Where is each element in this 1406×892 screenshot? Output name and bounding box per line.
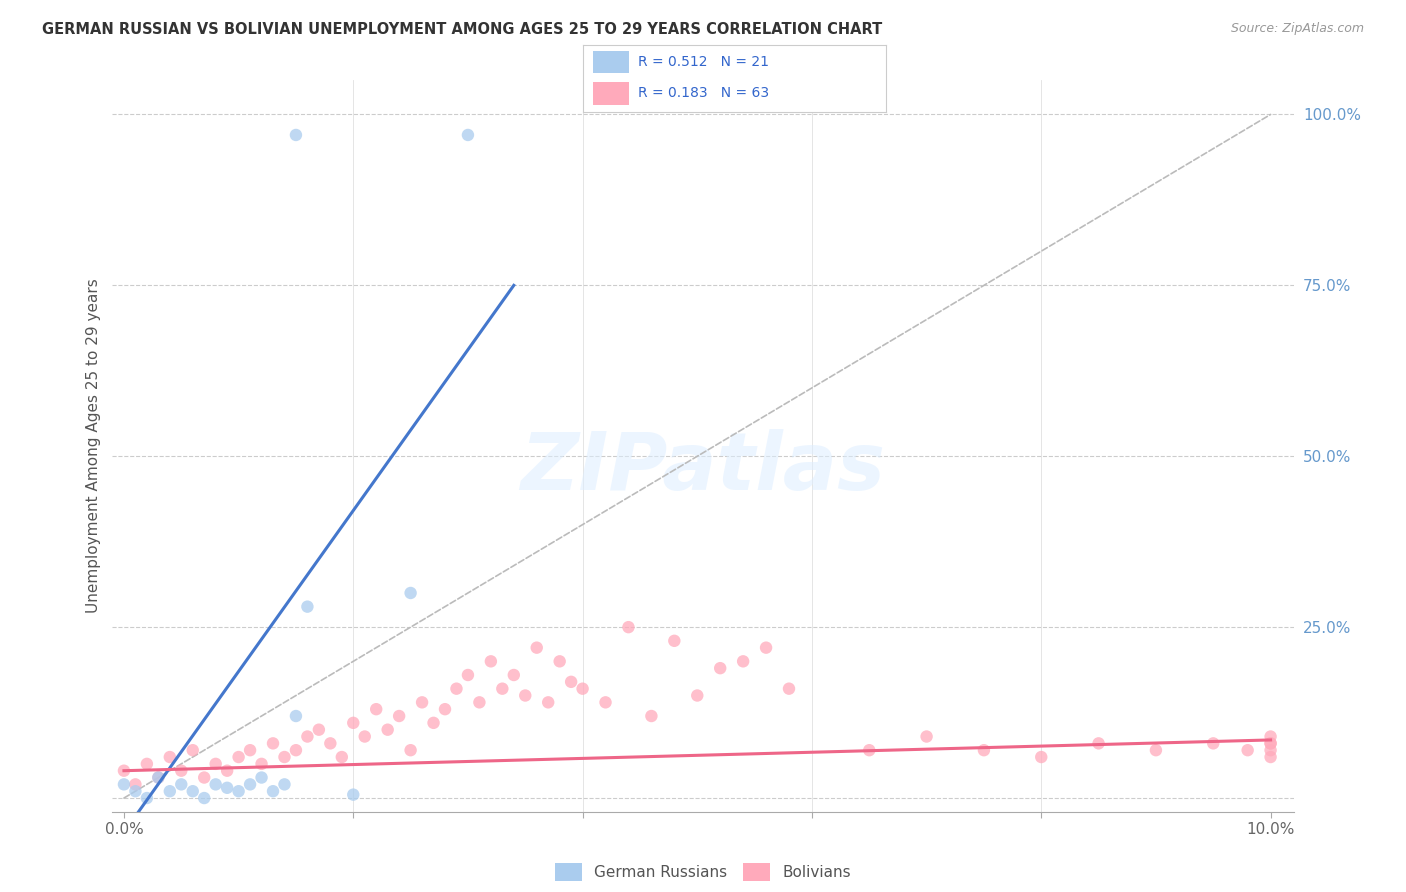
Point [502,668,524,682]
Point [858,743,880,757]
Point [399,586,422,600]
Legend: German Russians, Bolivians: German Russians, Bolivians [555,863,851,881]
Point [1236,743,1258,757]
Point [491,681,513,696]
Point [204,777,226,791]
Point [239,777,262,791]
Point [388,709,411,723]
Y-axis label: Unemployment Among Ages 25 to 29 years: Unemployment Among Ages 25 to 29 years [86,278,101,614]
Point [297,730,319,744]
Point [1202,736,1225,750]
Point [755,640,778,655]
Point [330,750,353,764]
Point [228,750,250,764]
Point [297,599,319,614]
Point [112,764,135,778]
Point [159,784,181,798]
Point [1144,743,1167,757]
Point [204,756,226,771]
Point [457,128,479,142]
Point [342,788,364,802]
Point [112,777,135,791]
Point [548,654,571,668]
Text: Source: ZipAtlas.com: Source: ZipAtlas.com [1230,22,1364,36]
Point [135,756,157,771]
Point [193,791,215,805]
Point [664,633,686,648]
Point [778,681,800,696]
Point [515,689,537,703]
Point [1260,730,1282,744]
Point [733,654,755,668]
Point [560,674,582,689]
Point [148,771,170,785]
Point [479,654,502,668]
Point [366,702,388,716]
Point [571,681,593,696]
Point [1260,743,1282,757]
Point [217,780,239,795]
Point [250,756,273,771]
Point [319,736,342,750]
Point [1260,736,1282,750]
Point [1260,736,1282,750]
Text: R = 0.183   N = 63: R = 0.183 N = 63 [638,87,769,101]
Point [411,695,433,709]
Text: ZIPatlas: ZIPatlas [520,429,886,507]
Bar [592,51,628,73]
Point [181,743,204,757]
Point [353,730,375,744]
Point [422,715,444,730]
Point [526,640,548,655]
Point [239,743,262,757]
Point [262,784,284,798]
Text: GERMAN RUSSIAN VS BOLIVIAN UNEMPLOYMENT AMONG AGES 25 TO 29 YEARS CORRELATION CH: GERMAN RUSSIAN VS BOLIVIAN UNEMPLOYMENT … [42,22,883,37]
Bar [592,82,628,104]
Point [193,771,215,785]
Point [537,695,560,709]
Point [148,771,170,785]
Point [159,750,181,764]
Point [273,777,295,791]
Point [273,750,295,764]
Text: R = 0.512   N = 21: R = 0.512 N = 21 [638,55,769,69]
Point [284,128,307,142]
Point [284,709,307,723]
Point [973,743,995,757]
Point [915,730,938,744]
Point [181,784,204,798]
Point [228,784,250,798]
Point [135,791,157,805]
Point [709,661,731,675]
Point [1260,750,1282,764]
Point [262,736,284,750]
Point [468,695,491,709]
Point [308,723,330,737]
Point [217,764,239,778]
Point [686,689,709,703]
Point [434,702,457,716]
Point [377,723,399,737]
Point [124,777,146,791]
Point [1031,750,1053,764]
Point [1087,736,1109,750]
Point [170,777,193,791]
Point [617,620,640,634]
Point [170,764,193,778]
Point [457,668,479,682]
Point [446,681,468,696]
Point [342,715,364,730]
Point [250,771,273,785]
Point [284,743,307,757]
Point [124,784,146,798]
Point [595,695,617,709]
Point [399,743,422,757]
Point [640,709,662,723]
